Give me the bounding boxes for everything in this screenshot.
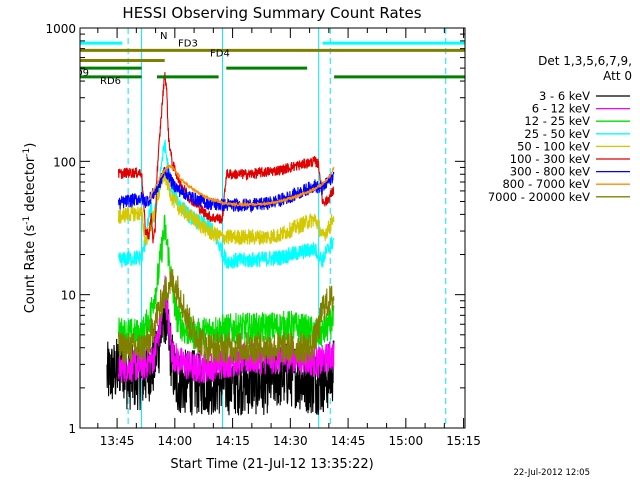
x-tick-label: 14:30 — [273, 434, 308, 448]
y-axis-label-superscript: -1 — [22, 148, 32, 157]
legend-header-line-1: Det 1,3,5,6,7,9, — [538, 54, 632, 68]
legend-entry-label: 7000 - 20000 keV — [488, 190, 590, 204]
series-line — [117, 167, 335, 246]
chart-title: HESSI Observing Summary Count Rates — [122, 4, 421, 22]
x-tick-label: 14:00 — [158, 434, 193, 448]
legend-entry-label: 800 - 7000 keV — [502, 177, 590, 191]
legend-entry-label: 12 - 25 keV — [524, 114, 590, 128]
annotation-label: N — [160, 31, 167, 42]
y-axis-label-part: Count Rate (s — [23, 225, 38, 314]
annotation-label: FD3 — [178, 38, 198, 49]
legend-header-line-2: Att 0 — [603, 69, 632, 83]
legend-entry-label: 3 - 6 keV — [539, 89, 590, 103]
x-tick-label: 15:00 — [389, 434, 424, 448]
annotation-label: RD9 — [68, 68, 89, 79]
legend-entry-label: 50 - 100 keV — [517, 139, 590, 153]
x-tick-label: 14:15 — [215, 434, 250, 448]
y-tick-label: 100 — [53, 155, 76, 169]
legend-entry-label: 25 - 50 keV — [524, 127, 590, 141]
y-axis-label-part: detector — [23, 156, 38, 216]
series-line — [117, 139, 335, 269]
y-tick-label: 10 — [61, 289, 76, 303]
annotation-label: RD6 — [100, 76, 121, 87]
data-layer: N FD3 FD4 RD9 RD6 — [68, 28, 465, 428]
series-line — [148, 164, 335, 208]
y-tick-label: 1000 — [45, 22, 76, 36]
legend-entry-label: 100 - 300 keV — [510, 152, 590, 166]
series-line — [117, 268, 335, 365]
legend-entry-label: 6 - 12 keV — [532, 102, 590, 116]
legend-entry-label: 300 - 800 keV — [510, 165, 590, 179]
footer-date: 22-Jul-2012 12:05 — [513, 468, 590, 478]
x-tick-label: 15:15 — [446, 434, 481, 448]
y-axis-label-superscript: -1 — [22, 216, 32, 225]
series-line — [117, 72, 335, 244]
x-tick-label: 14:45 — [331, 434, 366, 448]
x-tick-label: 13:45 — [100, 434, 135, 448]
plot-frame — [79, 27, 466, 429]
y-axis-label-part: ) — [23, 143, 38, 148]
annotation-label: FD4 — [210, 49, 230, 60]
y-tick-label: 1 — [68, 422, 76, 436]
plot-area: N FD3 FD4 RD9 RD6 1 10 100 1000 13:45 14:00 14:15 14… — [45, 22, 480, 448]
y-axis-label: Count Rate (s-1 detector-1) — [22, 143, 38, 314]
x-axis-label: Start Time (21-Jul-12 13:35:22) — [170, 457, 373, 472]
